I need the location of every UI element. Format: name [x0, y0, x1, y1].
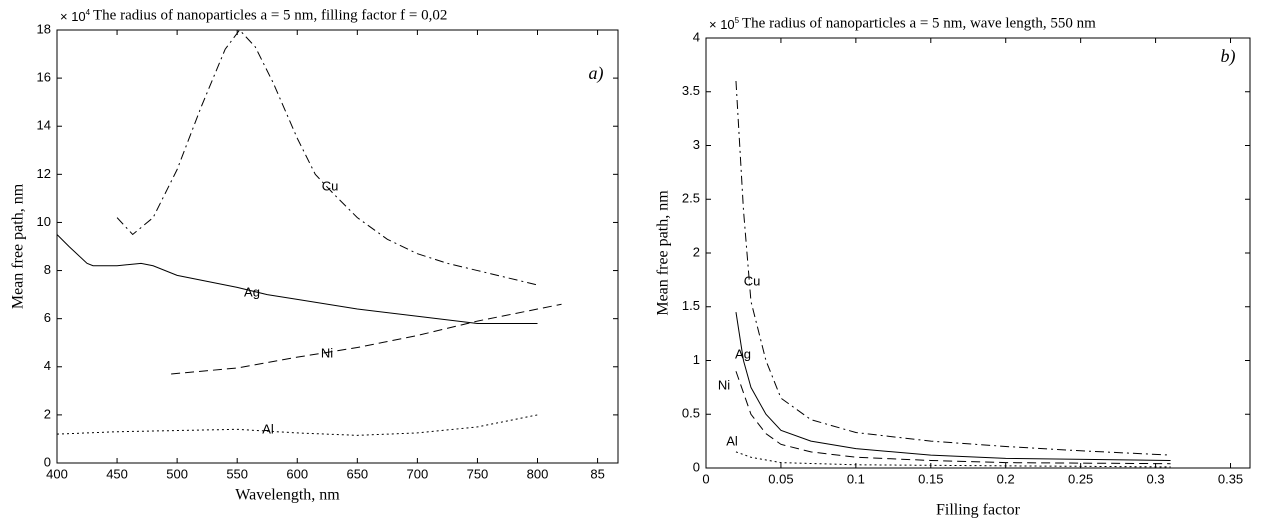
x-tick-label: 550	[226, 466, 248, 481]
x-tick-label: 450	[106, 466, 128, 481]
data-line	[735, 371, 1171, 465]
series-label: Ni	[321, 345, 333, 360]
y-multiplier: × 105	[709, 16, 740, 32]
y-axis-label: Mean free path, nm	[655, 190, 672, 316]
y-tick-label: 0	[693, 459, 700, 474]
plot-frame	[56, 29, 619, 464]
y-tick-label: 14	[37, 118, 51, 133]
y-tick-label: 6	[44, 310, 51, 325]
x-tick-label: 0.1	[847, 471, 865, 486]
y-tick-label: 3	[693, 137, 700, 152]
x-tick-label: 0.2	[997, 471, 1015, 486]
y-tick-label: 4	[693, 29, 700, 44]
x-tick-label: 0.05	[768, 471, 793, 486]
series-label: Ag	[244, 284, 260, 299]
x-tick-label: 700	[407, 466, 429, 481]
x-axis-label: Filling factor	[936, 502, 1021, 519]
y-tick-label: 18	[37, 21, 51, 36]
data-line	[735, 312, 1171, 461]
y-tick-label: 2	[693, 244, 700, 259]
y-multiplier-base: × 10	[60, 9, 86, 24]
x-tick-label: 800	[527, 466, 549, 481]
x-tick-label: 0	[702, 471, 709, 486]
x-tick-label: 0.25	[1068, 471, 1093, 486]
y-multiplier-exponent: 4	[86, 8, 91, 17]
x-tick-label: 500	[166, 466, 188, 481]
x-tick-label: 750	[467, 466, 489, 481]
y-tick-label: 1.5	[682, 298, 700, 313]
y-tick-label: 12	[37, 166, 51, 181]
series-label: Ni	[718, 377, 730, 392]
x-tick-label: 400	[46, 466, 68, 481]
x-tick-label: 0.15	[918, 471, 943, 486]
x-axis-label: Wavelength, nm	[235, 487, 340, 504]
data-line	[56, 234, 538, 324]
series-label: Cu	[744, 273, 761, 288]
data-line	[56, 414, 538, 436]
y-tick-label: 8	[44, 262, 51, 277]
data-line	[735, 80, 1171, 456]
panel-label: b)	[1221, 46, 1236, 67]
series-label: Cu	[322, 178, 339, 193]
y-multiplier: × 104	[60, 8, 91, 24]
y-tick-label: 1	[693, 352, 700, 367]
y-tick-label: 16	[37, 70, 51, 85]
y-tick-label: 0	[44, 454, 51, 469]
data-line	[171, 303, 562, 375]
chart-title: The radius of nanoparticles a = 5 nm, fi…	[93, 7, 447, 23]
y-multiplier-exponent: 5	[735, 16, 740, 25]
y-tick-label: 3.5	[682, 83, 700, 98]
y-multiplier-base: × 10	[709, 17, 735, 32]
y-axis-label: Mean free path, nm	[10, 183, 27, 309]
y-tick-label: 2.5	[682, 191, 700, 206]
y-tick-label: 2	[44, 406, 51, 421]
series-label: Al	[262, 421, 274, 436]
series-label: Ag	[735, 346, 751, 361]
y-tick-label: 10	[37, 214, 51, 229]
y-tick-label: 4	[44, 358, 51, 373]
series-label: Al	[726, 433, 738, 448]
x-tick-label: 0.3	[1147, 471, 1165, 486]
x-tick-label: 0.35	[1218, 471, 1243, 486]
panel-label: a)	[589, 63, 604, 84]
x-tick-label: 650	[346, 466, 368, 481]
chart-title: The radius of nanoparticles a = 5 nm, wa…	[742, 15, 1096, 31]
x-tick-label: 85	[590, 466, 604, 481]
x-tick-label: 600	[286, 466, 308, 481]
y-tick-label: 0.5	[682, 406, 700, 421]
data-line	[116, 29, 538, 286]
